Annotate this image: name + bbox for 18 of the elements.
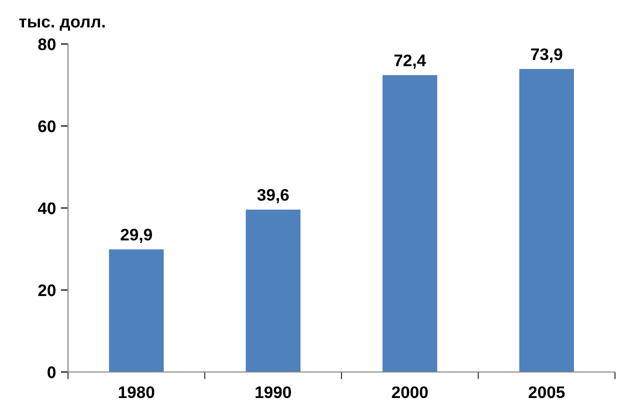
bar xyxy=(382,75,438,372)
y-axis-title: тыс. долл. xyxy=(19,18,105,31)
data-label: 73,9 xyxy=(531,48,562,63)
data-label: 39,6 xyxy=(257,188,289,204)
y-tick-label: 0 xyxy=(48,366,56,378)
y-tick-label: 80 xyxy=(38,38,56,50)
x-tick-label: 1990 xyxy=(256,386,291,398)
y-tick-label: 60 xyxy=(38,120,56,132)
bar xyxy=(246,210,300,372)
x-tick-label: 2005 xyxy=(528,386,565,398)
y-tick-label: 40 xyxy=(38,202,56,214)
x-tick-label: 2000 xyxy=(392,386,428,398)
bar xyxy=(519,69,574,372)
x-tick-label: 1980 xyxy=(118,386,154,398)
data-label: 29,9 xyxy=(120,228,152,243)
data-label: 72,4 xyxy=(394,54,426,69)
bar xyxy=(109,249,164,372)
y-tick-label: 20 xyxy=(38,284,56,296)
